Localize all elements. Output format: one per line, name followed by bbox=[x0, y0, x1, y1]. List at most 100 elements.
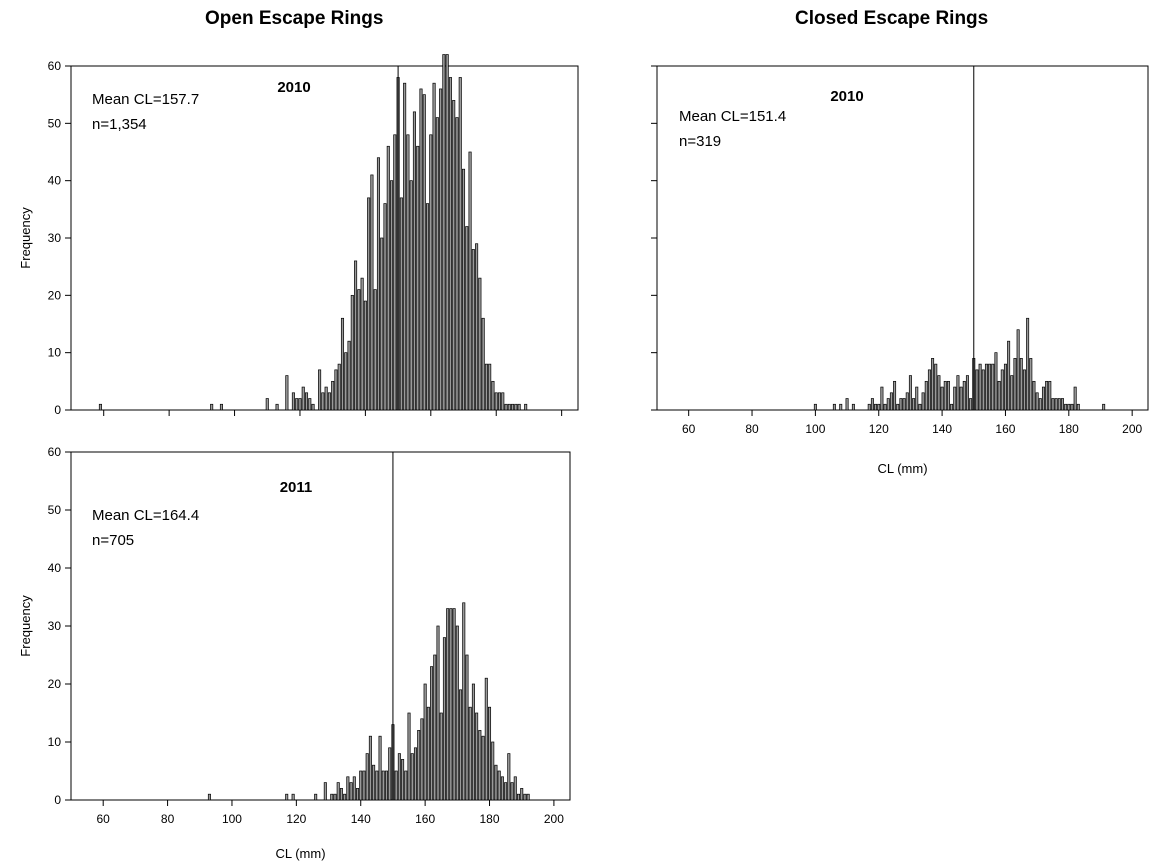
histogram-bar bbox=[994, 352, 998, 411]
histogram-bar bbox=[404, 770, 408, 801]
histogram-bar bbox=[1054, 398, 1058, 411]
histogram-bar bbox=[452, 608, 456, 801]
histogram-bar bbox=[420, 718, 424, 801]
plot-frame bbox=[70, 451, 571, 801]
x-tick-label: 180 bbox=[1059, 422, 1079, 436]
histogram-bar bbox=[422, 94, 426, 411]
histogram-bar bbox=[1003, 363, 1007, 411]
x-axis-label: CL (mm) bbox=[877, 461, 927, 476]
histogram-bar bbox=[291, 392, 295, 411]
histogram-bar bbox=[839, 403, 843, 411]
histogram-bar bbox=[1051, 398, 1055, 411]
histogram-bar bbox=[442, 637, 446, 801]
histogram-bar bbox=[324, 386, 328, 411]
histogram-bar bbox=[394, 770, 398, 801]
histogram-bar bbox=[433, 654, 437, 801]
histogram-bar bbox=[412, 111, 416, 411]
x-tick-label: 100 bbox=[805, 422, 825, 436]
histogram-bar bbox=[314, 793, 318, 801]
y-tick-label: 10 bbox=[48, 346, 62, 360]
histogram-bar bbox=[520, 788, 524, 801]
histogram-bar bbox=[896, 403, 900, 411]
histogram-bar bbox=[98, 403, 102, 411]
histogram-bar bbox=[458, 77, 462, 411]
histogram-bar bbox=[410, 753, 414, 801]
histogram-bar bbox=[407, 712, 411, 801]
histogram-bar bbox=[452, 100, 456, 411]
histogram-bar bbox=[902, 398, 906, 411]
histogram-bar bbox=[393, 134, 397, 411]
histogram-bar bbox=[1102, 403, 1106, 411]
histogram-bar bbox=[435, 117, 439, 411]
histogram-bar bbox=[344, 352, 348, 411]
histogram-bar bbox=[1060, 398, 1064, 411]
histogram-bar bbox=[380, 237, 384, 411]
panel-closed2010: 60 80 100 120 140 160 180 200 2010 Mean CL=151.4 n… bbox=[651, 65, 1149, 476]
histogram-bar bbox=[905, 392, 909, 411]
histogram-bar bbox=[356, 788, 360, 801]
histogram-bar bbox=[1000, 369, 1004, 411]
histogram-bar bbox=[383, 203, 387, 411]
histogram-bar bbox=[409, 180, 413, 411]
n-annotation: n=1,354 bbox=[92, 116, 147, 133]
histogram-bar bbox=[352, 776, 356, 801]
histogram-bar bbox=[357, 289, 361, 411]
histogram-bar bbox=[1041, 386, 1045, 411]
mean-annotation: Mean CL=157.7 bbox=[92, 91, 199, 108]
histogram-bar bbox=[874, 403, 878, 411]
x-tick-label: 200 bbox=[1122, 422, 1142, 436]
histogram-bar bbox=[524, 403, 528, 411]
histogram-bar bbox=[478, 277, 482, 411]
histogram-bar bbox=[1032, 380, 1036, 411]
histogram-bar bbox=[481, 735, 485, 801]
histogram-bar bbox=[346, 776, 350, 801]
histogram-bar bbox=[375, 770, 379, 801]
histogram-bar bbox=[331, 380, 335, 411]
histogram-bar bbox=[845, 398, 849, 411]
histogram-bar bbox=[981, 369, 985, 411]
x-tick-label: 80 bbox=[161, 812, 175, 826]
histogram-bar bbox=[1016, 329, 1020, 411]
histogram-bar bbox=[354, 260, 358, 411]
histogram-bar bbox=[940, 386, 944, 411]
x-tick-label: 140 bbox=[351, 812, 371, 826]
histogram-bar bbox=[301, 386, 305, 411]
histogram-bar bbox=[511, 403, 515, 411]
histogram-bar bbox=[417, 730, 421, 801]
histogram-bar bbox=[959, 386, 963, 411]
panel-year-label: 2010 bbox=[277, 79, 310, 96]
histogram-bar bbox=[327, 392, 331, 411]
histogram-bar bbox=[399, 197, 403, 411]
histogram-bar bbox=[899, 398, 903, 411]
histogram-bar bbox=[349, 782, 353, 801]
histogram-bar bbox=[507, 753, 511, 801]
mean-annotation: Mean CL=151.4 bbox=[679, 108, 786, 125]
histogram-bar bbox=[330, 793, 334, 801]
histogram-bar bbox=[339, 788, 343, 801]
histogram-bar bbox=[978, 363, 982, 411]
histogram-bar bbox=[491, 380, 495, 411]
histogram-bar bbox=[370, 174, 374, 411]
histogram-bar bbox=[526, 793, 530, 801]
histogram-bar bbox=[1019, 358, 1023, 411]
histogram-bar bbox=[975, 369, 979, 411]
histogram-bar bbox=[426, 706, 430, 801]
histogram-bar bbox=[918, 403, 922, 411]
histogram-bar bbox=[323, 782, 327, 801]
y-tick-label: 50 bbox=[48, 116, 62, 130]
y-tick-label: 0 bbox=[54, 793, 61, 807]
histogram-bar bbox=[870, 398, 874, 411]
histogram-bar bbox=[311, 403, 315, 411]
histogram-bar bbox=[336, 782, 340, 801]
histogram-bar bbox=[1013, 358, 1017, 411]
histogram-bar bbox=[491, 741, 495, 801]
histogram-bar bbox=[877, 403, 881, 411]
histogram-bar bbox=[510, 782, 514, 801]
y-tick-label: 40 bbox=[48, 174, 62, 188]
y-tick-label: 40 bbox=[48, 561, 62, 575]
histogram-bar bbox=[459, 689, 463, 801]
histogram-bar bbox=[423, 683, 427, 801]
histogram-bar bbox=[497, 392, 502, 411]
histogram-bar bbox=[384, 770, 389, 801]
